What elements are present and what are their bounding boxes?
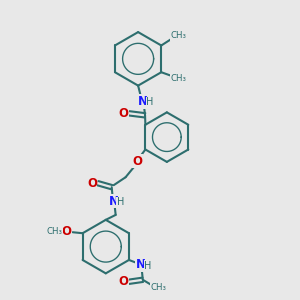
Text: CH₃: CH₃ — [170, 74, 186, 83]
Text: O: O — [118, 275, 128, 288]
Text: CH₃: CH₃ — [47, 227, 63, 236]
Text: CH₃: CH₃ — [170, 31, 186, 40]
Text: O: O — [62, 225, 72, 238]
Text: N: N — [136, 258, 146, 272]
Text: N: N — [138, 95, 148, 108]
Text: H: H — [146, 98, 154, 107]
Text: H: H — [144, 261, 152, 271]
Text: O: O — [133, 155, 142, 168]
Text: O: O — [118, 107, 128, 120]
Text: O: O — [87, 177, 97, 190]
Text: H: H — [117, 197, 124, 207]
Text: CH₃: CH₃ — [151, 283, 167, 292]
Text: N: N — [109, 194, 119, 208]
